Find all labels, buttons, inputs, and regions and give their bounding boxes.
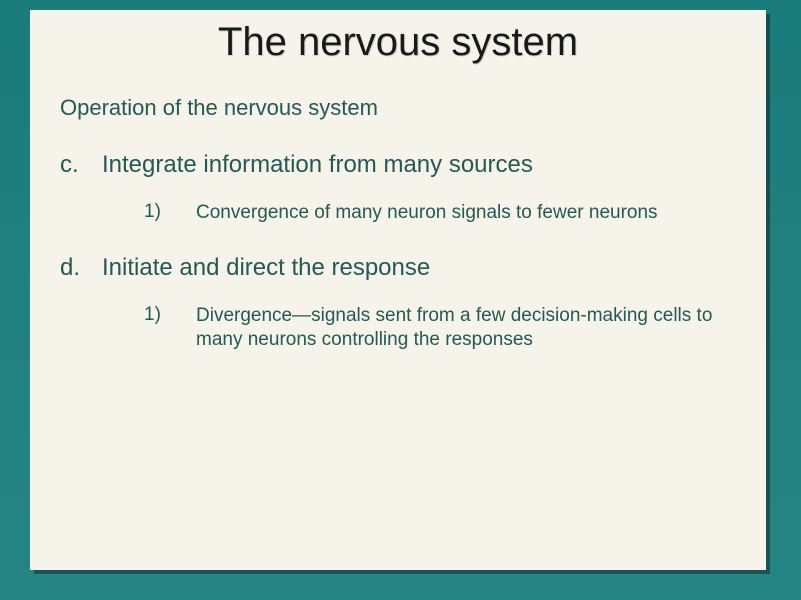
slide-subtitle: Operation of the nervous system <box>60 95 736 121</box>
outline-subitem-text: Convergence of many neuron signals to fe… <box>196 201 668 226</box>
outline-subitem: 1) Divergence—signals sent from a few de… <box>144 304 736 353</box>
outline-item: d. Initiate and direct the response <box>60 254 736 282</box>
outline-item: c. Integrate information from many sourc… <box>60 151 736 179</box>
outline-subitem: 1) Convergence of many neuron signals to… <box>144 201 736 226</box>
outline-text: Initiate and direct the response <box>102 254 430 282</box>
slide-title: The nervous system <box>60 20 736 65</box>
outline-text: Integrate information from many sources <box>102 151 533 179</box>
slide-panel: The nervous system Operation of the nerv… <box>30 10 766 570</box>
outline-subitem-text: Divergence—signals sent from a few decis… <box>196 304 736 353</box>
slide-background: The nervous system Operation of the nerv… <box>0 0 801 600</box>
outline-subitem-number: 1) <box>144 304 196 353</box>
outline-letter: d. <box>60 254 102 282</box>
outline-letter: c. <box>60 151 102 179</box>
outline-subitem-number: 1) <box>144 201 196 226</box>
